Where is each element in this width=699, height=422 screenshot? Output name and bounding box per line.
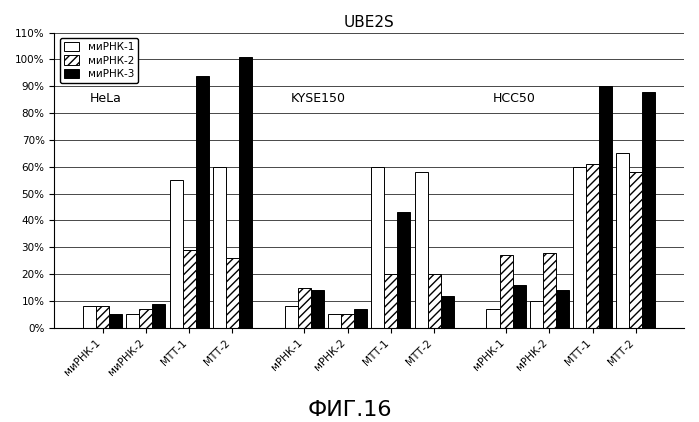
Bar <box>152 304 166 328</box>
Bar <box>139 309 152 328</box>
Bar <box>83 306 96 328</box>
Bar <box>397 212 410 328</box>
Bar <box>599 86 612 328</box>
Bar <box>311 290 324 328</box>
Bar <box>487 309 500 328</box>
Bar <box>642 92 656 328</box>
Bar <box>354 309 367 328</box>
Bar <box>239 57 252 328</box>
Title: UBE2S: UBE2S <box>344 15 394 30</box>
Text: HCC50: HCC50 <box>493 92 536 105</box>
Bar <box>573 167 586 328</box>
Bar <box>96 306 109 328</box>
Text: HeLa: HeLa <box>89 92 122 105</box>
Bar <box>586 164 599 328</box>
Text: ФИГ.16: ФИГ.16 <box>308 400 391 420</box>
Bar <box>298 288 311 328</box>
Text: KYSE150: KYSE150 <box>291 92 346 105</box>
Bar <box>500 255 512 328</box>
Bar <box>428 274 440 328</box>
Bar <box>169 180 182 328</box>
Bar <box>341 314 354 328</box>
Bar <box>415 172 428 328</box>
Bar <box>109 314 122 328</box>
Bar <box>629 172 642 328</box>
Bar <box>530 301 543 328</box>
Bar <box>328 314 341 328</box>
Bar <box>226 258 239 328</box>
Bar <box>371 167 384 328</box>
Bar <box>196 76 208 328</box>
Bar <box>543 253 556 328</box>
Bar <box>512 285 526 328</box>
Bar <box>617 153 629 328</box>
Bar <box>212 167 226 328</box>
Bar <box>127 314 139 328</box>
Bar <box>440 296 454 328</box>
Bar <box>556 290 569 328</box>
Bar <box>384 274 397 328</box>
Bar <box>182 250 196 328</box>
Legend: миРНК-1, миРНК-2, миРНК-3: миРНК-1, миРНК-2, миРНК-3 <box>59 38 138 83</box>
Bar <box>284 306 298 328</box>
